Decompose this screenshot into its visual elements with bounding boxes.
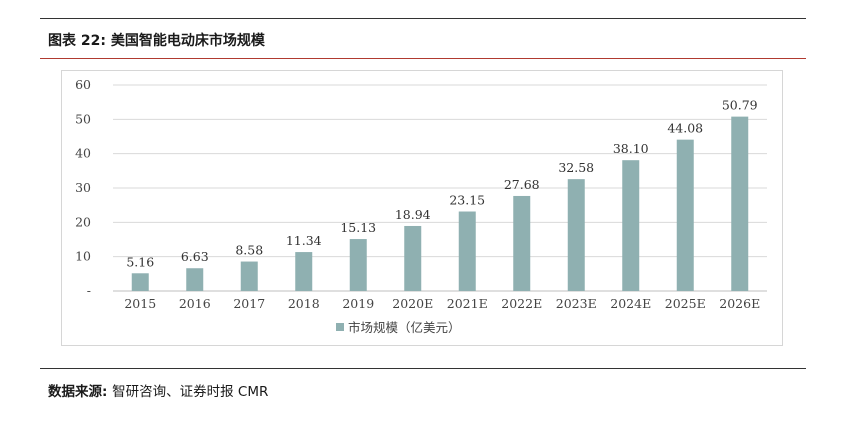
bar	[622, 160, 640, 291]
x-tick-label: 2021E	[447, 296, 488, 311]
x-tick-label: 2019	[342, 296, 374, 311]
bar	[513, 195, 531, 291]
bar	[186, 268, 204, 291]
bar	[295, 252, 313, 291]
x-tick-label: 2026E	[719, 296, 760, 311]
x-tick-label: 2022E	[501, 296, 542, 311]
figure-title: 图表 22: 美国智能电动床市场规模	[48, 33, 265, 49]
data-label: 44.08	[667, 121, 703, 136]
bar	[240, 261, 258, 291]
y-tick-label: 60	[75, 77, 91, 92]
data-label: 5.16	[126, 254, 154, 269]
data-labels: 5.16 6.63 8.58 11.34 15.13 18.94 23.15 27.68 32.…	[126, 98, 757, 270]
x-tick-label: 2020E	[392, 296, 433, 311]
source-note: 数据来源: 智研咨询、证券时报 CMR	[48, 380, 268, 400]
data-label: 11.34	[286, 233, 322, 248]
source-label: 数据来源:	[48, 384, 113, 400]
y-tick-label: 10	[75, 249, 91, 264]
y-tick-label: -	[87, 283, 91, 298]
x-tick-label: 2018	[288, 296, 320, 311]
y-axis-ticks: - 10 20 30 40 50 60	[75, 77, 91, 298]
data-label: 38.10	[613, 141, 649, 156]
legend-label: 市场规模（亿美元）	[348, 320, 461, 335]
legend: 市场规模（亿美元）	[336, 320, 461, 335]
y-tick-label: 30	[75, 180, 91, 195]
bar	[567, 179, 585, 291]
source-text: 智研咨询、证券时报 CMR	[112, 384, 269, 400]
data-label: 23.15	[449, 193, 485, 208]
x-tick-label: 2024E	[610, 296, 651, 311]
y-tick-label: 40	[75, 146, 91, 161]
data-label: 50.79	[722, 98, 758, 113]
bar	[131, 273, 149, 291]
bars	[131, 116, 749, 291]
data-label: 6.63	[181, 249, 209, 264]
data-label: 15.13	[340, 220, 376, 235]
data-label: 18.94	[395, 207, 431, 222]
x-axis-ticks: 2015 2016 2017 2018 2019 2020E 2021E 2022E 2023E…	[124, 296, 760, 311]
legend-swatch	[336, 323, 344, 331]
chart-frame	[61, 70, 783, 346]
bar	[676, 139, 694, 291]
x-tick-label: 2023E	[556, 296, 597, 311]
x-tick-label: 2017	[233, 296, 265, 311]
gridlines	[113, 84, 767, 292]
data-label: 32.58	[558, 160, 594, 175]
data-label: 8.58	[235, 243, 263, 258]
title-rule	[40, 58, 806, 59]
top-rule	[40, 18, 806, 19]
x-tick-label: 2025E	[665, 296, 706, 311]
data-label: 27.68	[504, 177, 540, 192]
x-tick-label: 2016	[179, 296, 211, 311]
bar	[349, 239, 367, 291]
x-tick-label: 2015	[124, 296, 156, 311]
y-tick-label: 50	[75, 111, 91, 126]
y-tick-label: 20	[75, 214, 91, 229]
bar	[404, 225, 422, 291]
bar	[458, 211, 476, 291]
bottom-rule	[40, 368, 806, 369]
bar	[731, 116, 749, 291]
